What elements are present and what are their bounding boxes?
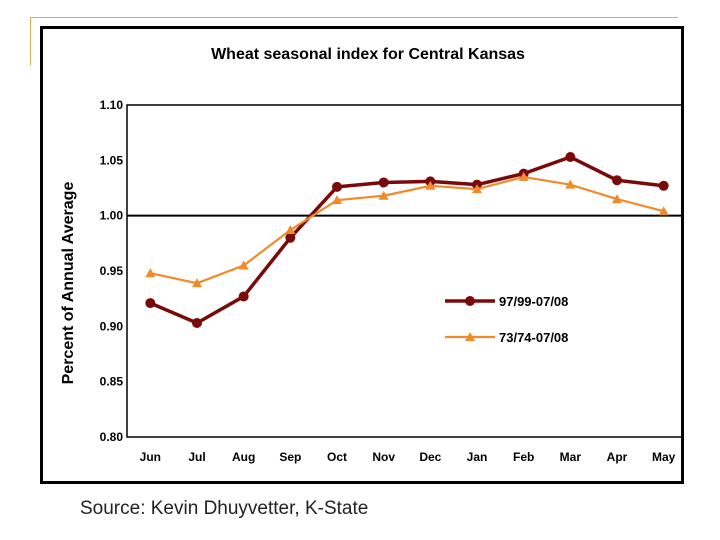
x-tick-label: Apr [607, 450, 628, 464]
y-tick-label: 0.85 [100, 375, 124, 389]
y-tick-label: 0.95 [100, 264, 124, 278]
x-tick-label: Dec [419, 450, 441, 464]
series-line [149, 155, 664, 325]
data-point [238, 291, 249, 302]
y-tick-label: 1.00 [100, 209, 124, 223]
y-axis-label: Percent of Annual Average [60, 182, 77, 385]
data-point [238, 260, 249, 270]
x-tick-label: Jul [188, 450, 205, 464]
x-tick-label: Jan [467, 450, 488, 464]
decorative-top-rule [30, 17, 678, 18]
line-chart: Wheat seasonal index for Central Kansas … [60, 46, 681, 464]
data-point [192, 278, 202, 288]
data-point [472, 184, 482, 194]
data-point [332, 195, 342, 205]
data-point [658, 206, 669, 216]
y-tick-label: 0.80 [100, 430, 124, 444]
y-tick-label: 1.05 [100, 153, 124, 167]
data-point [378, 177, 389, 188]
plot-area [126, 104, 681, 438]
data-point [192, 318, 202, 329]
data-point [658, 180, 669, 191]
data-point [612, 175, 622, 186]
chart-title: Wheat seasonal index for Central Kansas [211, 46, 525, 63]
x-tick-label: Sep [279, 450, 301, 464]
y-tick-label: 1.10 [100, 98, 124, 112]
x-tick-label: May [652, 450, 676, 464]
source-caption: Source: Kevin Dhuyvetter, K-State [80, 498, 369, 519]
legend-label: 73/74-07/08 [499, 330, 568, 345]
legend-swatch-marker [465, 296, 475, 306]
decorative-left-rule [30, 17, 31, 65]
x-tick-label: Oct [327, 450, 347, 464]
data-point [378, 190, 389, 200]
data-point [565, 179, 576, 189]
x-tick-label: Nov [372, 450, 395, 464]
data-point [518, 171, 529, 181]
x-tick-label: Aug [232, 450, 255, 464]
series-line [150, 175, 664, 285]
data-point [425, 180, 436, 190]
data-point [145, 268, 156, 278]
data-point [285, 225, 296, 235]
x-tick-label: Mar [560, 450, 582, 464]
x-tick-label: Jun [140, 450, 161, 464]
data-point [332, 181, 342, 192]
legend-swatch-marker [465, 332, 475, 341]
chart-frame: Wheat seasonal index for Central Kansas … [40, 26, 684, 484]
y-tick-label: 0.90 [100, 319, 124, 333]
legend-label: 97/99-07/08 [499, 294, 568, 309]
data-point [612, 194, 622, 204]
data-point [145, 298, 156, 309]
data-point [285, 232, 296, 243]
data-point [565, 152, 576, 163]
x-tick-label: Feb [513, 450, 534, 464]
